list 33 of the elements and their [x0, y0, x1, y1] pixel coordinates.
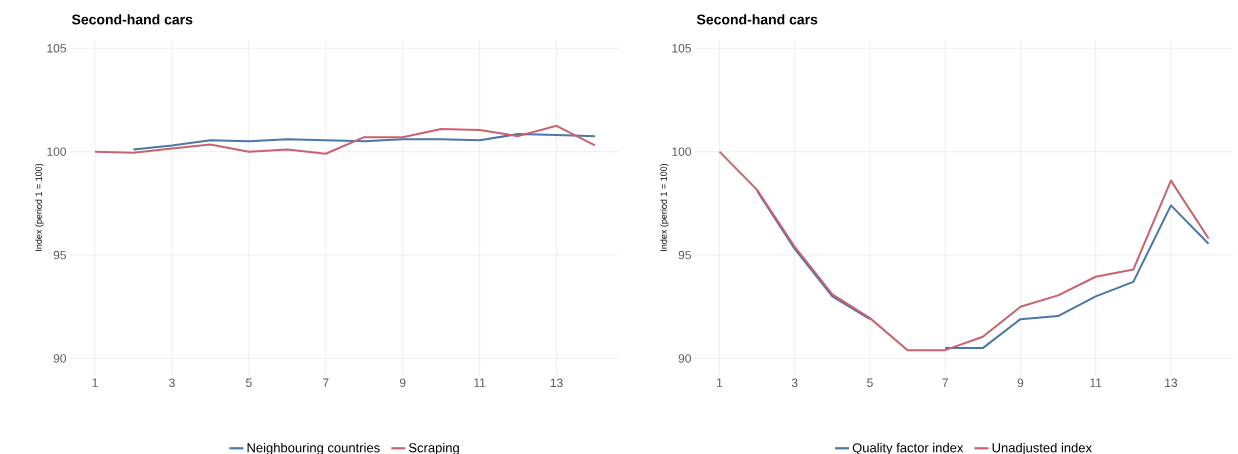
x-tick-label: 11 — [1090, 378, 1102, 387]
y-axis-title: Index (period 1 = 100) — [35, 163, 44, 251]
x-tick-label: 7 — [942, 378, 948, 387]
legend-label: Neighbouring countries — [247, 442, 380, 454]
y-tick-label: 90 — [53, 354, 67, 363]
y-tick-label: 95 — [678, 250, 691, 260]
line-series — [718, 150, 1210, 352]
x-tick-label: 3 — [169, 378, 175, 388]
x-tick-label: 13 — [1165, 378, 1178, 388]
legend-label: Quality factor index — [852, 442, 964, 454]
chart-title: Second-hand cars — [71, 14, 193, 25]
y-tick-label: 95 — [53, 250, 66, 260]
y-tick-label: 90 — [678, 354, 692, 363]
line-series — [132, 133, 597, 151]
x-tick-label: 7 — [323, 378, 329, 387]
legend-label: Unadjusted index — [992, 442, 1092, 454]
x-tick-label: 1 — [92, 378, 98, 387]
legend-label: Scraping — [409, 442, 459, 454]
x-tick-label: 13 — [550, 378, 563, 388]
x-tick-label: 9 — [1017, 378, 1024, 388]
x-tick-label: 5 — [867, 378, 873, 387]
x-tick-label: 1 — [717, 378, 723, 387]
y-tick-label: 100 — [47, 147, 67, 156]
x-tick-label: 11 — [474, 378, 486, 387]
y-tick-label: 100 — [672, 147, 692, 156]
x-tick-label: 3 — [791, 378, 798, 388]
y-tick-label: 105 — [47, 44, 66, 53]
y-tick-label: 105 — [672, 44, 691, 53]
line-series — [94, 124, 597, 155]
chart-title: Second-hand cars — [696, 14, 818, 25]
x-tick-label: 9 — [399, 378, 406, 388]
y-axis-title: Index (period 1 = 100) — [660, 163, 669, 251]
x-tick-label: 5 — [246, 378, 252, 387]
